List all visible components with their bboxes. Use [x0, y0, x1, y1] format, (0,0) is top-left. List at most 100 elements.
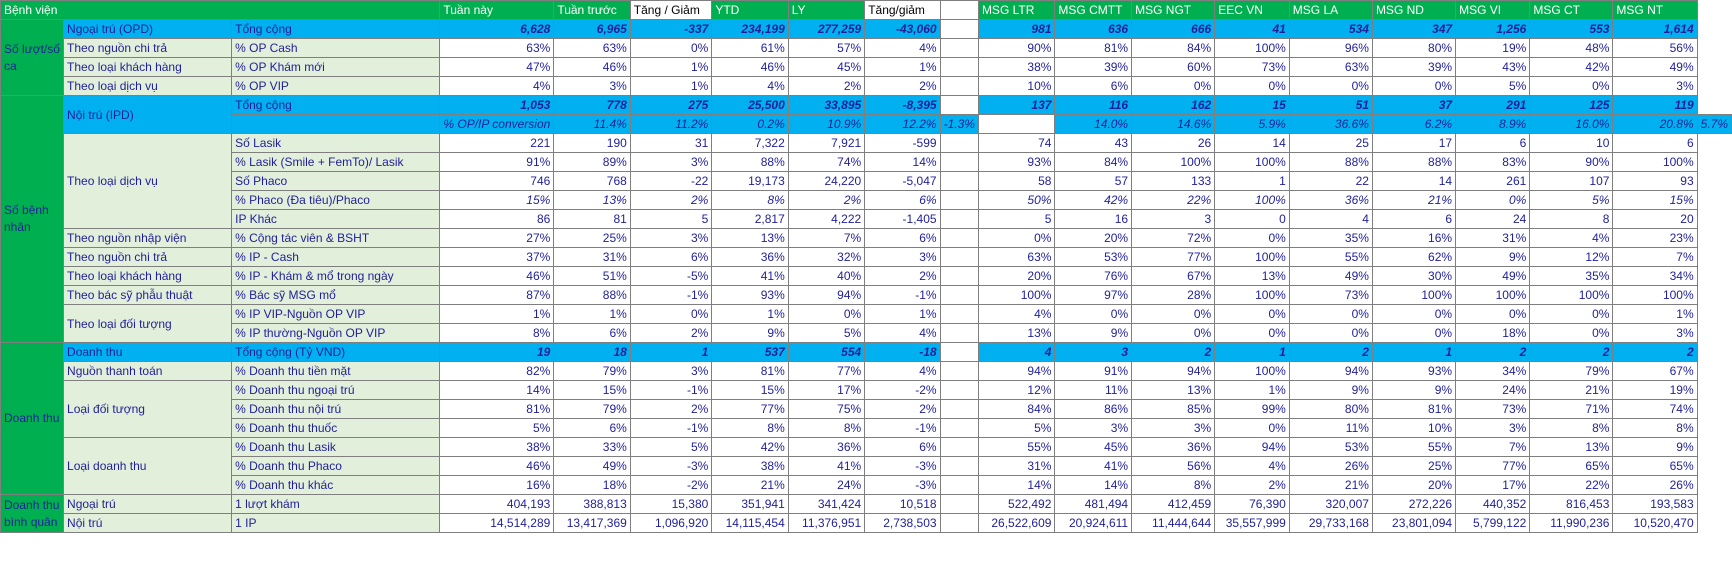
branch-value: 84% [977, 399, 1056, 419]
table-row: % Doanh thu thuốc 5% 6% -1% 8% 8% -1% 5% 3% 3% 0% 1… [1, 418, 1732, 438]
branch-value: 0% [1214, 304, 1290, 324]
period-value: 25% [553, 228, 631, 248]
column-gap [939, 19, 979, 39]
period-col-header: LY [787, 0, 866, 20]
metric-label: % Doanh thu Phaco [231, 456, 441, 476]
branch-value: 0% [1455, 304, 1531, 324]
period-value: 24% [787, 475, 866, 495]
period-value: 13,417,369 [553, 513, 631, 533]
period-value: 45% [787, 57, 866, 77]
branch-value: 90% [1529, 152, 1614, 172]
branch-value: 65% [1612, 456, 1698, 476]
period-value: 77% [787, 361, 866, 381]
branch-value: 100% [1214, 361, 1290, 381]
branch-value: 4% [1214, 456, 1290, 476]
branch-value: 12% [1529, 247, 1614, 267]
period-value: 11,376,951 [787, 513, 866, 533]
period-value: 38% [711, 456, 789, 476]
period-value: 93% [711, 285, 789, 305]
branch-value: 0% [1371, 304, 1457, 324]
period-col-header: Tăng/giảm [864, 0, 941, 20]
period-value: 42% [711, 437, 789, 457]
branch-value: 21% [1288, 475, 1373, 495]
table-row: Loại đối tượng% Doanh thu ngoại trú 14% 15… [1, 380, 1732, 438]
branch-value: 981 [977, 19, 1056, 39]
branch-value: 36% [1131, 437, 1216, 457]
branch-value: 55% [977, 437, 1056, 457]
period-value: 6,628 [439, 19, 555, 39]
branch-value: 55% [1371, 437, 1457, 457]
branch-value: 6.2% [1371, 114, 1457, 134]
branch-value: 1% [1214, 380, 1290, 400]
period-value: 12.2% [864, 114, 941, 134]
table-row: Doanh thu Doanh thu Tổng cộng (Tỷ VND) 19 18… [0, 342, 1732, 495]
branch-value: 26% [1612, 475, 1698, 495]
branch-value: 14 [1214, 133, 1290, 153]
branch-value: 0% [1455, 190, 1531, 210]
period-value: 94% [787, 285, 866, 305]
period-value: 51% [553, 266, 631, 286]
branch-value: 10,520,470 [1612, 513, 1698, 533]
branch-value: 1 [1214, 171, 1290, 191]
branch-col-header: MSG NT [1612, 0, 1698, 20]
period-value: 4% [864, 38, 941, 58]
column-gap [939, 57, 979, 77]
branch-value: 11,444,644 [1131, 513, 1216, 533]
period-value: 1% [629, 57, 713, 77]
branch-value: 3 [1131, 209, 1216, 229]
branch-value: 100% [977, 285, 1056, 305]
period-value: 10.9% [787, 114, 866, 134]
branch-value: 193,583 [1612, 494, 1698, 514]
period-value: -337 [629, 19, 713, 39]
period-value: -599 [864, 133, 941, 153]
branch-value: 6 [1371, 209, 1457, 229]
column-gap [939, 209, 979, 229]
category-label [231, 114, 441, 134]
branch-value: 76,390 [1214, 494, 1290, 514]
period-value: 57% [787, 38, 866, 58]
period-value: 0.2% [711, 114, 789, 134]
branch-value: 41 [1214, 19, 1290, 39]
period-value: 79% [553, 399, 631, 419]
branch-col-header: MSG ND [1371, 0, 1457, 20]
branch-value: 5 [977, 209, 1056, 229]
branch-col-header: EEC VN [1214, 0, 1290, 20]
period-value: 1% [864, 57, 941, 77]
metric-label: Số Lasik [231, 133, 441, 153]
metric-label: % Phaco (Đa tiêu)/Phaco [231, 190, 441, 210]
period-value: 7,322 [711, 133, 789, 153]
period-value: -1,405 [864, 209, 941, 229]
branch-value: 100% [1214, 285, 1290, 305]
period-value: 18 [553, 342, 631, 362]
period-value: -22 [629, 171, 713, 191]
branch-value: 11,990,236 [1529, 513, 1614, 533]
branch-value: 79% [1529, 361, 1614, 381]
period-value: -2% [629, 475, 713, 495]
metric-label: % OP Khám mới [231, 57, 441, 77]
branch-value: 15 [1214, 95, 1290, 115]
branch-value: 88% [1371, 152, 1457, 172]
branch-value: 93% [1371, 361, 1457, 381]
branch-value: 26% [1288, 456, 1373, 476]
branch-value: 26 [1131, 133, 1216, 153]
branch-value: 11% [1054, 380, 1133, 400]
branch-value: 94% [1214, 437, 1290, 457]
branch-value: 2 [1455, 342, 1531, 362]
table-row: % IP thường-Nguồn OP VIP 8% 6% 2% 9% 5% 4% 13% 9… [1, 323, 1732, 343]
period-value: 1% [553, 304, 631, 324]
branch-value: 41% [1054, 456, 1133, 476]
column-gap [939, 266, 979, 286]
branch-value: 16% [1371, 228, 1457, 248]
period-value: 275 [629, 95, 713, 115]
branch-value: 553 [1529, 19, 1614, 39]
branch-value: 14% [977, 475, 1056, 495]
branch-value: 522,492 [977, 494, 1056, 514]
period-value: -2% [864, 380, 941, 400]
branch-value: 90% [977, 38, 1056, 58]
period-value: 31% [553, 247, 631, 267]
branch-value: 12% [977, 380, 1056, 400]
branch-value: 0% [977, 228, 1056, 248]
period-value: 24,220 [787, 171, 866, 191]
column-gap [939, 494, 979, 514]
period-value: 351,941 [711, 494, 789, 514]
